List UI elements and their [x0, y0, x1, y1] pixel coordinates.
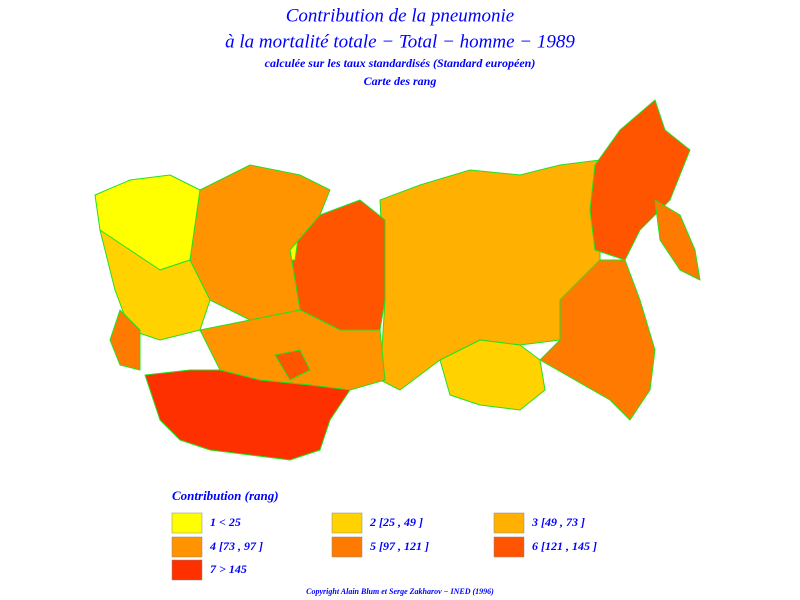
region — [589, 99, 691, 261]
map — [94, 99, 701, 461]
legend-label: 5 [97 , 121 ] — [370, 539, 429, 553]
legend-label: 2 [25 , 49 ] — [369, 515, 423, 529]
legend-label: 1 < 25 — [210, 515, 241, 529]
legend-swatch — [171, 559, 203, 581]
map-type: Carte des rang — [364, 74, 437, 88]
legend-swatch — [171, 512, 203, 534]
legend: 1 < 25 2 [25 , 49 ] 3 [49 , 73 ] 4 [73 , 97… — [171, 512, 597, 581]
region — [439, 339, 546, 411]
subtitle: à la mortalité totale − Total − homme − … — [225, 31, 575, 52]
copyright: Copyright Alain Blum et Serge Zakharov −… — [306, 587, 494, 596]
legend-label: 3 [49 , 73 ] — [531, 515, 585, 529]
note: calculée sur les taux standardisés (Stan… — [265, 56, 536, 70]
legend-label: 4 [73 , 97 ] — [209, 539, 263, 553]
region — [109, 309, 141, 371]
region — [654, 199, 701, 281]
legend-swatch — [171, 536, 203, 558]
region — [539, 259, 656, 421]
legend-title: Contribution (rang) — [172, 488, 279, 503]
legend-swatch — [331, 512, 363, 534]
region — [144, 369, 351, 461]
title: Contribution de la pneumonie — [286, 5, 515, 26]
legend-swatch — [331, 536, 363, 558]
legend-label: 7 > 145 — [210, 562, 247, 576]
legend-swatch — [493, 536, 525, 558]
region — [274, 349, 311, 381]
legend-label: 6 [121 , 145 ] — [532, 539, 597, 553]
legend-swatch — [493, 512, 525, 534]
